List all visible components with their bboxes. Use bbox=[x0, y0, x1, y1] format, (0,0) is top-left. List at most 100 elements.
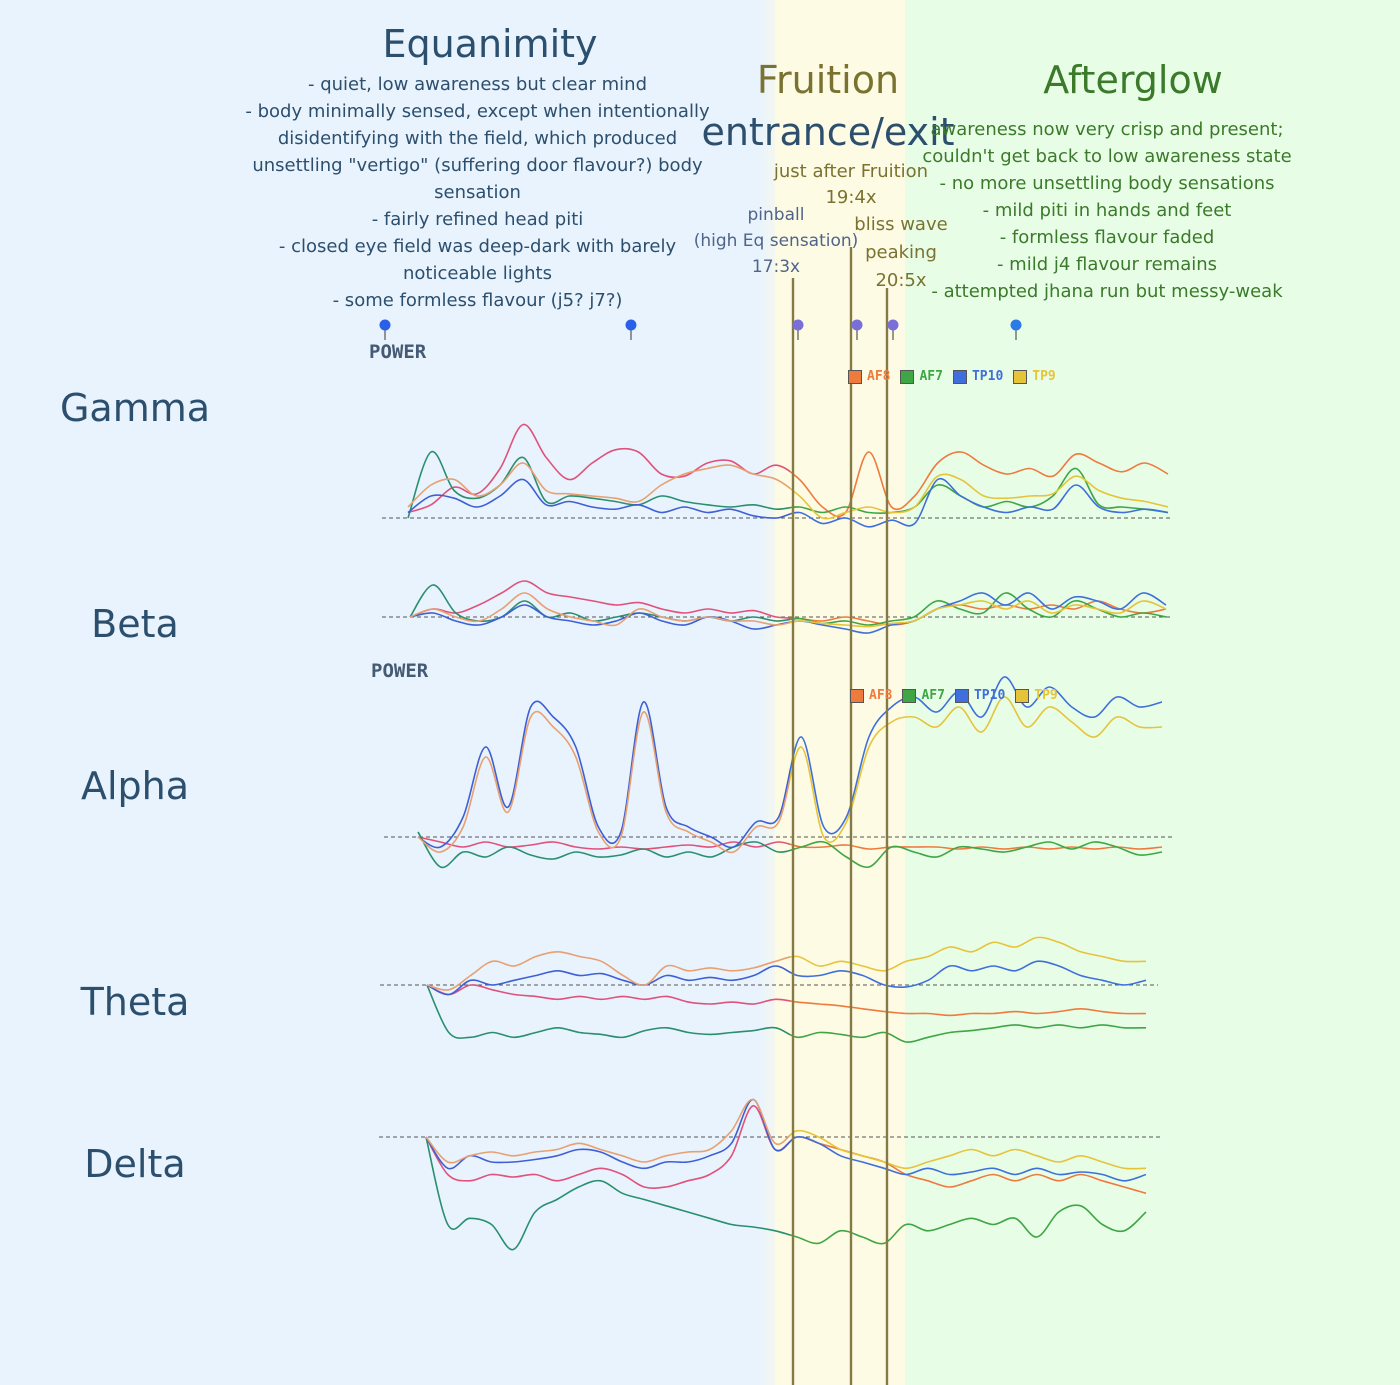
series-line-right-tp9 bbox=[790, 1129, 1147, 1170]
afterglow-title: Afterglow bbox=[1043, 58, 1223, 102]
series-line-right-af8 bbox=[790, 451, 1169, 518]
legend-item-af8[interactable]: AF8 bbox=[850, 688, 892, 703]
legend-text-af8: AF8 bbox=[867, 369, 891, 384]
just-after-fruition-annotation: just after Fruition 19:4x bbox=[770, 159, 932, 211]
legend-swatch-af8 bbox=[850, 688, 864, 703]
equanimity-note-line-6: - closed eye field was deep-dark with ba… bbox=[278, 236, 677, 257]
legend-swatch-tp9 bbox=[1013, 369, 1028, 384]
series-line-right-af8 bbox=[790, 843, 1163, 850]
series-delta-af7 bbox=[425, 1136, 1147, 1251]
series-line-right-af8 bbox=[790, 1136, 1147, 1195]
series-gamma-tp9 bbox=[407, 462, 1169, 520]
equanimity-note-line-1: - body minimally sensed, except when int… bbox=[245, 101, 710, 122]
series-line-right-tp10 bbox=[790, 592, 1167, 634]
afterglow-note-line-2: - no more unsettling body sensations bbox=[939, 173, 1275, 194]
series-line-left-af7 bbox=[409, 584, 790, 622]
series-line-right-af7 bbox=[790, 592, 1167, 626]
afterglow-note-line-4: - formless flavour faded bbox=[999, 227, 1215, 248]
series-line-left-af8 bbox=[417, 836, 790, 850]
power-label-top: POWER bbox=[369, 341, 427, 363]
bliss-annotation-line-2: 20:5x bbox=[875, 270, 927, 291]
legend-swatch-af8 bbox=[848, 369, 862, 384]
just-after-annotation-line-1: 19:4x bbox=[825, 187, 877, 208]
legend-text-af8: AF8 bbox=[869, 688, 893, 703]
series-line-left-tp9 bbox=[426, 950, 790, 991]
legend-swatch-af7 bbox=[902, 688, 917, 703]
series-delta-af8 bbox=[425, 1105, 1147, 1195]
legend-text-tp9: TP9 bbox=[1034, 688, 1058, 703]
series-line-left-af7 bbox=[417, 831, 790, 869]
afterglow-note-line-1: couldn't get back to low awareness state bbox=[922, 146, 1292, 167]
series-beta-af7 bbox=[409, 584, 1167, 626]
series-theta-tp10 bbox=[426, 960, 1147, 996]
series-beta-tp9 bbox=[409, 592, 1167, 628]
pin-head-5 bbox=[1010, 319, 1022, 331]
legend-item-tp9[interactable]: TP9 bbox=[1015, 688, 1058, 703]
band-label-beta: Beta bbox=[91, 602, 179, 646]
fruition-title-line1: Fruition bbox=[756, 58, 900, 102]
pinball-annotation-line-2: 17:3x bbox=[751, 257, 801, 277]
equanimity-note-line-0: - quiet, low awareness but clear mind bbox=[307, 74, 647, 95]
series-line-right-tp10 bbox=[790, 477, 1169, 528]
series-line-left-af7 bbox=[426, 984, 790, 1039]
legend-lower: AF8 AF7 TP10 TP9 bbox=[850, 688, 1064, 703]
series-line-right-af7 bbox=[790, 840, 1163, 869]
just-after-annotation-line-0: just after Fruition bbox=[773, 161, 929, 182]
series-line-left-af8 bbox=[426, 984, 790, 1005]
bliss-annotation-line-1: peaking bbox=[865, 242, 937, 263]
series-alpha-tp10 bbox=[417, 676, 1163, 849]
legend-item-af8[interactable]: AF8 bbox=[848, 369, 890, 384]
series-line-right-af7 bbox=[790, 1024, 1147, 1043]
pin-head-4 bbox=[887, 319, 899, 331]
series-line-right-tp10 bbox=[790, 1136, 1147, 1182]
series-line-left-tp9 bbox=[417, 710, 790, 854]
legend-text-af7: AF7 bbox=[919, 369, 943, 384]
series-line-left-tp10 bbox=[426, 965, 790, 996]
pinball-annotation: pinball (high Eq sensation) 17:3x bbox=[690, 202, 862, 280]
series-line-right-tp9 bbox=[790, 936, 1147, 972]
series-theta-af8 bbox=[426, 984, 1147, 1017]
equanimity-title: Equanimity bbox=[382, 22, 598, 66]
fruition-title: Fruition entrance/exit bbox=[700, 54, 956, 158]
legend-item-af7[interactable]: AF7 bbox=[902, 688, 945, 703]
series-delta-tp10 bbox=[425, 1098, 1147, 1182]
pin-head-3 bbox=[851, 319, 863, 331]
series-alpha-af8 bbox=[417, 836, 1163, 850]
series-line-left-af8 bbox=[407, 423, 790, 514]
band-label-delta: Delta bbox=[84, 1142, 186, 1186]
series-line-right-tp9 bbox=[790, 600, 1167, 628]
series-line-right-af7 bbox=[790, 467, 1169, 514]
afterglow-note-line-5: - mild j4 flavour remains bbox=[996, 254, 1218, 275]
equanimity-region bbox=[0, 0, 790, 1385]
series-gamma-tp10 bbox=[407, 477, 1169, 528]
legend-swatch-tp10 bbox=[954, 688, 969, 703]
legend-swatch-tp10 bbox=[952, 369, 967, 384]
legend-swatch-tp9 bbox=[1015, 688, 1030, 703]
band-label-gamma: Gamma bbox=[59, 386, 211, 430]
afterglow-notes: awareness now very crisp and present; cou… bbox=[922, 116, 1292, 305]
legend-swatch-af7 bbox=[900, 369, 915, 384]
equanimity-note-line-3: unsettling "vertigo" (suffering door fla… bbox=[252, 155, 703, 176]
series-delta-tp9 bbox=[425, 1098, 1147, 1170]
legend-item-af7[interactable]: AF7 bbox=[900, 369, 943, 384]
legend-top: AF8 AF7 TP10 TP9 bbox=[848, 369, 1062, 384]
series-line-right-tp10 bbox=[790, 676, 1163, 835]
series-line-right-tp9 bbox=[790, 473, 1169, 520]
series-line-right-tp9 bbox=[790, 696, 1163, 843]
pin-head-2 bbox=[792, 319, 804, 331]
legend-item-tp10[interactable]: TP10 bbox=[954, 688, 1005, 703]
series-line-left-tp10 bbox=[407, 478, 790, 519]
legend-item-tp9[interactable]: TP9 bbox=[1013, 369, 1056, 384]
pin-head-0 bbox=[379, 319, 391, 331]
series-line-left-tp10 bbox=[417, 700, 790, 849]
equanimity-note-line-2: disidentifying with the field, which pro… bbox=[277, 128, 678, 149]
fruition-title-line2: entrance/exit bbox=[701, 110, 955, 154]
bliss-wave-annotation: bliss wave peaking 20:5x bbox=[846, 211, 956, 295]
equanimity-note-line-4: sensation bbox=[434, 182, 521, 203]
legend-text-tp9: TP9 bbox=[1032, 369, 1056, 384]
legend-item-tp10[interactable]: TP10 bbox=[952, 369, 1003, 384]
series-line-left-af7 bbox=[425, 1136, 790, 1251]
pin-head-1 bbox=[625, 319, 637, 331]
series-line-right-tp10 bbox=[790, 960, 1147, 989]
